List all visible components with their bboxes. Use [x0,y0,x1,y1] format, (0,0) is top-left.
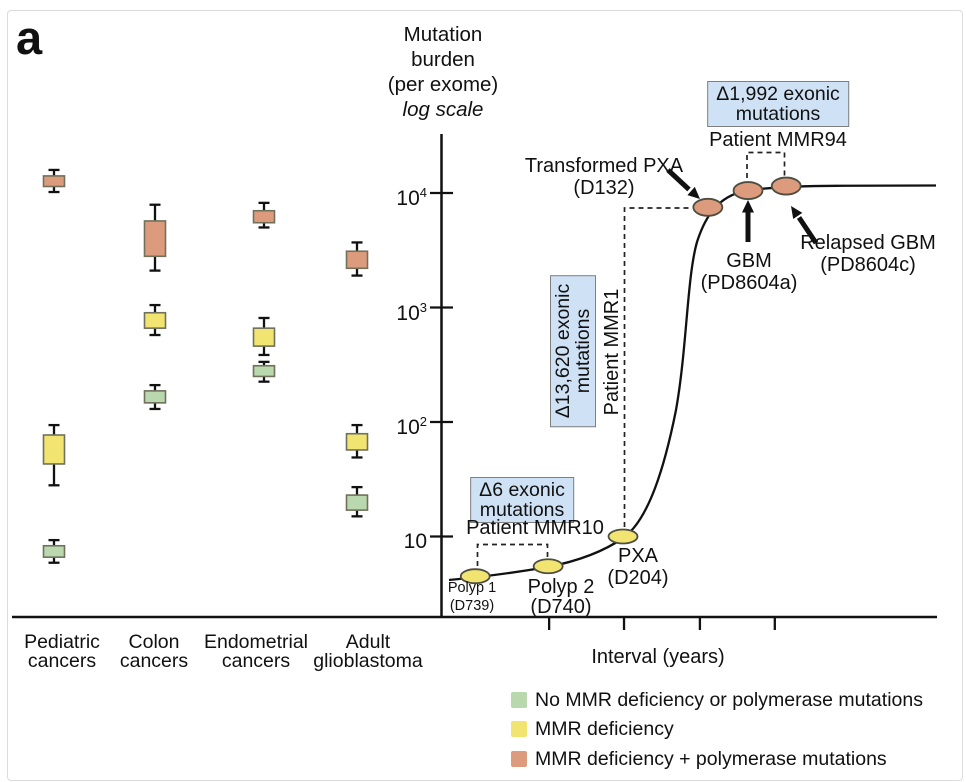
curve-point-pxa [607,528,639,545]
gbm-arrow [742,200,754,242]
category-line: Pediatric [24,631,100,653]
x-axis-ticks [547,618,776,630]
delta1992-annotation-box: Δ1,992 exonic mutations [707,81,849,127]
legend-item-no-mmr: No MMR deficiency or polymerase mutation… [511,688,923,712]
curve-point-transformed-pxa [692,197,724,217]
polyp2-name: Polyp 2 [527,576,595,598]
category-line: glioblastoma [313,650,423,672]
delta1992-line1: Δ1,992 exonic [716,83,840,105]
y-axis-title-line: burden [411,48,475,71]
category-label-pediatric: Pediatric cancers [0,631,137,672]
delta13620-line1: Δ13,620 exonic [552,283,574,419]
legend-swatch-yellow [511,721,527,737]
transformed-pxa-name: Transformed PXA [524,155,684,177]
boxplot-box-green [42,544,66,558]
curve-point-gbm [732,181,764,200]
polyp1-name: Polyp 1 [447,580,497,596]
y-axis-title-line: (per exome) [387,73,499,96]
polyp2-id: (D740) [530,596,592,618]
polyp1-id: (D739) [449,597,495,614]
category-label-glioblastoma: Adult glioblastoma [293,631,443,672]
boxplot-box-green [345,494,369,511]
boxplot-box-yellow [252,327,276,347]
transformed-pxa-arrow [666,168,700,199]
patient-mmr10-label: Patient MMR10 [466,517,604,539]
delta6-annotation-box: Δ6 exonic mutations [470,477,574,523]
delta6-line2: mutations [479,499,565,521]
pxa-id: (D204) [607,567,669,589]
category-line: cancers [27,650,97,672]
patient-mmr94-label: Patient MMR94 [709,129,847,151]
gbm-id: (PD8604a) [700,272,798,294]
boxplot-box-yellow [345,432,369,451]
boxplot-box-orange [252,209,276,224]
legend-label: MMR deficiency + polymerase mutations [535,747,887,770]
delta13620-annotation-box: Δ13,620 exonic mutations [550,274,596,428]
transformed-pxa-id: (D132) [573,177,635,199]
pxa-label: PXA (D204) [607,545,668,589]
boxplot-box-yellow [143,311,167,329]
patient-mmr1-connector [623,207,692,527]
patient-mmr10-bracket [476,543,549,566]
boxplot-box-orange [42,175,66,188]
mutation-accumulation-curve [448,184,937,582]
y-axis-title: Mutation burden (per exome) log scale [388,22,499,122]
pxa-name: PXA [617,545,659,567]
category-line: cancers [119,650,189,672]
delta1992-line2: mutations [735,103,821,125]
boxplot-box-orange [143,220,167,258]
boxplot-box-green [143,390,167,404]
curve-points-group [459,176,802,585]
boxplot-box-orange [345,250,369,270]
y-tick-label-1e4: 104 [396,185,427,210]
relapsed-gbm-label: Relapsed GBM (PD8604c) [800,232,936,276]
y-tick-label-1e2: 102 [396,414,427,439]
category-label-endometrial: Endometrial cancers [181,631,331,672]
category-line: Colon [128,631,180,653]
legend-label: MMR deficiency [535,717,674,740]
y-axis-title-line: Mutation [403,23,483,46]
y-tick-label-1e3: 103 [396,300,427,325]
delta13620-line2: mutations [572,308,594,394]
legend-item-mmr-polymerase: MMR deficiency + polymerase mutations [511,747,887,771]
delta6-line1: Δ6 exonic [479,479,565,501]
category-label-colon: Colon cancers [79,631,229,672]
transformed-pxa-label: Transformed PXA (D132) [525,155,683,199]
legend-swatch-green [511,692,527,708]
patient-mmr1-label: Patient MMR1 [601,288,623,416]
panel-label: a [16,11,43,64]
category-line: Adult [345,631,391,653]
curve-point-polyp-1 [459,568,491,585]
relapsed-gbm-id: (PD8604c) [820,254,916,276]
curve-point-relapsed-gbm [770,176,802,196]
legend-label: No MMR deficiency or polymerase mutation… [535,688,923,711]
relapsed-gbm-name: Relapsed GBM [800,232,936,254]
x-axis-label: Interval (years) [591,646,725,668]
legend-item-mmr-deficiency: MMR deficiency [511,717,674,741]
category-line: Endometrial [203,631,309,653]
curve-point-polyp-2 [532,558,564,575]
boxplot-box-green [252,364,276,378]
gbm-label: GBM (PD8604a) [701,250,798,294]
category-line: cancers [221,650,291,672]
polyp1-label: Polyp 1 (D739) [448,580,496,615]
boxplot-box-yellow [42,434,66,465]
y-axis-title-line-logscale: log scale [402,98,484,121]
patient-mmr94-bracket [746,151,786,178]
legend-swatch-orange [511,751,527,767]
polyp2-label: Polyp 2 (D740) [528,577,595,617]
boxplot-group [42,168,369,564]
gbm-name: GBM [726,250,772,272]
relapsed-gbm-arrow [791,206,819,245]
y-axis-ticks [430,191,453,538]
y-tick-label-10: 10 [403,530,427,553]
